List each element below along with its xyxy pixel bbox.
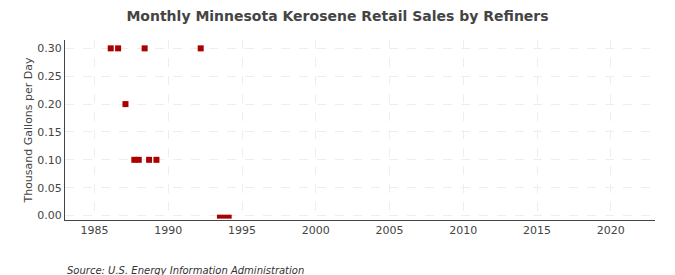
svg-text:1985: 1985: [81, 224, 109, 237]
svg-text:Source: U.S. Energy Informatio: Source: U.S. Energy Information Administ…: [67, 265, 304, 275]
svg-text:2000: 2000: [302, 224, 330, 237]
svg-text:Monthly Minnesota Kerosene Ret: Monthly Minnesota Kerosene Retail Sales …: [126, 8, 548, 24]
svg-text:0.05: 0.05: [37, 182, 62, 195]
svg-text:2015: 2015: [523, 224, 551, 237]
svg-text:1990: 1990: [154, 224, 182, 237]
svg-text:0.00: 0.00: [37, 209, 62, 222]
svg-text:2010: 2010: [449, 224, 477, 237]
svg-text:1995: 1995: [228, 224, 256, 237]
svg-text:0.10: 0.10: [37, 154, 62, 167]
svg-text:2020: 2020: [597, 224, 625, 237]
svg-text:0.25: 0.25: [37, 70, 62, 83]
svg-text:0.30: 0.30: [37, 42, 62, 55]
svg-text:0.20: 0.20: [37, 98, 62, 111]
svg-text:2005: 2005: [376, 224, 404, 237]
svg-text:Thousand Gallons per Day: Thousand Gallons per Day: [22, 57, 35, 204]
svg-text:0.15: 0.15: [37, 126, 62, 139]
